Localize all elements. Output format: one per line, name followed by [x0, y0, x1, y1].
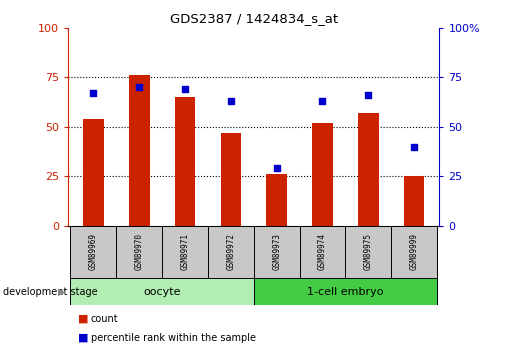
Bar	[254, 226, 299, 278]
Text: GSM89972: GSM89972	[226, 233, 235, 270]
Bar	[129, 75, 149, 226]
Bar	[266, 175, 287, 226]
Text: oocyte: oocyte	[143, 287, 181, 296]
Text: ■: ■	[78, 314, 89, 324]
Bar	[221, 133, 241, 226]
Bar	[71, 226, 116, 278]
Bar	[71, 278, 254, 305]
Bar	[208, 226, 254, 278]
Bar	[116, 226, 162, 278]
Point	[410, 144, 418, 149]
Text: GSM89974: GSM89974	[318, 233, 327, 270]
Text: GSM89973: GSM89973	[272, 233, 281, 270]
Point	[89, 90, 97, 96]
Bar	[345, 226, 391, 278]
Text: GSM89971: GSM89971	[180, 233, 189, 270]
Text: development stage: development stage	[3, 287, 97, 296]
Bar	[162, 226, 208, 278]
Point	[227, 98, 235, 104]
Title: GDS2387 / 1424834_s_at: GDS2387 / 1424834_s_at	[170, 12, 338, 25]
Text: percentile rank within the sample: percentile rank within the sample	[91, 333, 256, 343]
Text: 1-cell embryo: 1-cell embryo	[307, 287, 384, 296]
Bar	[312, 123, 333, 226]
Point	[273, 166, 281, 171]
Bar	[254, 278, 437, 305]
Bar	[83, 119, 104, 226]
Point	[181, 86, 189, 92]
Point	[135, 85, 143, 90]
Text: GSM89969: GSM89969	[89, 233, 98, 270]
Bar	[391, 226, 437, 278]
Point	[319, 98, 327, 104]
Bar	[358, 113, 379, 226]
Text: ■: ■	[78, 333, 89, 343]
Point	[364, 92, 372, 98]
Text: ▶: ▶	[58, 287, 65, 296]
Bar	[175, 97, 195, 226]
Text: count: count	[91, 314, 119, 324]
Text: GSM89999: GSM89999	[410, 233, 419, 270]
Bar	[404, 176, 425, 226]
Bar	[299, 226, 345, 278]
Text: GSM89970: GSM89970	[135, 233, 144, 270]
Text: GSM89975: GSM89975	[364, 233, 373, 270]
